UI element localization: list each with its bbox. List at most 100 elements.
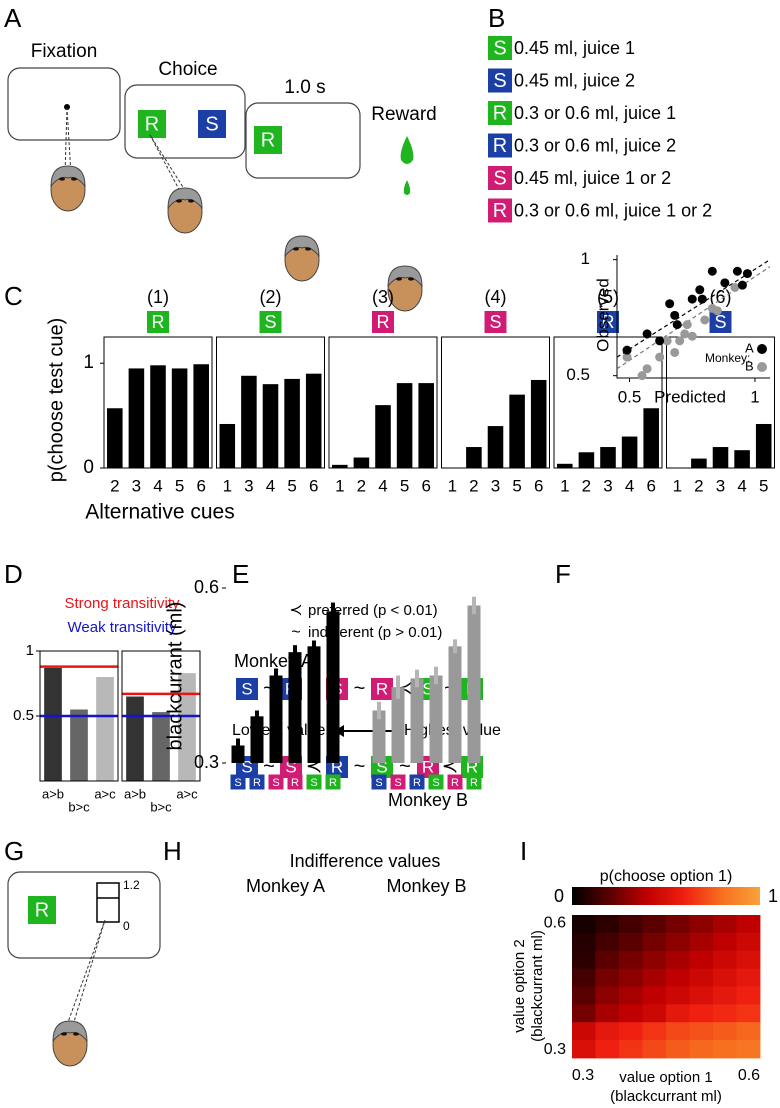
bar [178,673,196,781]
legend-label: A [745,340,754,355]
bar [712,447,729,468]
x-tick-label: 4 [737,476,746,495]
cue-icon [147,311,169,333]
monkey-eye [293,247,299,251]
gaze-line [64,107,68,176]
x-tick-label: a>c [176,786,198,801]
scatter-point [675,336,685,346]
bar [375,405,391,468]
heatmap-cell [736,950,761,970]
x-tick-label: 0.5 [618,387,642,406]
y-axis-label: blackcurrant (ml) [164,602,186,751]
heatmap-cell [572,950,596,970]
heatmap-cell [713,1004,737,1023]
x-tick-label: 6 [646,476,655,495]
axes [616,255,770,379]
cue-letter: R [493,200,507,222]
scatter-point [687,331,697,341]
y-tick-label: 0.3 [194,752,219,772]
y-axis-label: Observed [593,278,612,352]
gaze-line [66,919,106,1026]
panel-letter: A [4,3,22,33]
x-tick-label: 1 [223,476,232,495]
scatter-point [712,306,722,316]
heatmap-cell [736,1022,761,1041]
y-tick-label: 0.5 [13,707,34,724]
heatmap-cell [689,1040,714,1059]
bar [691,458,707,468]
fit-line [617,266,770,370]
cue-icon [230,774,246,790]
colorbar-title: p(choose option 1) [600,868,733,885]
bar [150,365,166,468]
heatmap-cell [642,1040,667,1059]
bar [448,646,462,763]
x-tick-label: 6 [421,476,430,495]
y-axis-label: (blackcurrant ml) [529,930,546,1042]
scatter-point [707,266,717,276]
legend-symbol: ≺ [289,602,302,619]
heatmap-cell [736,968,761,987]
panel-letter: G [4,836,24,866]
cue-icon [306,774,322,790]
monkey-label: Monkey B [388,790,468,810]
cue-letter: R [291,777,299,789]
y-axis-label: value option 2 [511,939,528,1032]
cue-letter: R [145,113,159,135]
cue-icon [597,311,619,333]
bar [305,373,322,468]
heatmap-cell [689,950,714,970]
panel-letter: B [488,3,505,33]
x-tick-label: 6 [534,476,543,495]
scatter-point [697,294,707,304]
gaze-line [149,134,183,196]
cue-letter: S [493,167,506,189]
scatter-point [687,294,697,304]
heatmap-cell [619,915,643,934]
heatmap-cell [666,1004,690,1023]
cue-letter: R [602,312,615,332]
colorbar [572,887,760,905]
bar [107,408,123,468]
cue-icon [488,133,512,158]
bar [307,646,321,763]
heatmap-cell [736,932,761,952]
cue-icon [488,166,512,190]
x-tick-label: 4 [625,476,634,495]
heatmap-cell [689,932,714,952]
x-tick-label: 3 [716,476,725,495]
heatmap-cell [595,1022,620,1041]
bar [128,368,145,468]
cue-letter: S [489,312,501,332]
group-label: Monkey B [386,876,466,896]
cue-icon [138,110,166,138]
y-tick-label: 0.3 [544,1041,566,1058]
x-tick-label: 4 [153,476,162,495]
scatter-point [642,364,652,374]
bar [578,452,595,468]
scatter-point [655,336,665,346]
heatmap-cell [642,950,667,970]
heatmap-cell [595,1040,620,1059]
bar [284,378,300,468]
heatmap-cell [666,915,690,934]
cue-icon [390,774,406,790]
bar [332,464,348,468]
chart-title: (6) [710,287,732,307]
bar [467,605,481,763]
x-tick-label: 4 [266,476,275,495]
heatmap-cell [619,950,643,970]
cue-letter: S [493,70,506,92]
bar [70,709,88,781]
cue-letter: R [329,777,337,789]
heatmap-cell [736,986,761,1005]
monkey-eye [188,199,194,203]
scatter-point [682,320,692,330]
monkey-eye [71,177,77,181]
x-tick-label: 2 [582,476,591,495]
monkey-hair [50,165,86,188]
heatmap-cell [736,1040,761,1059]
panel-letter: D [4,559,23,589]
heatmap-cell [666,986,690,1005]
heatmap-cell [713,1022,737,1041]
